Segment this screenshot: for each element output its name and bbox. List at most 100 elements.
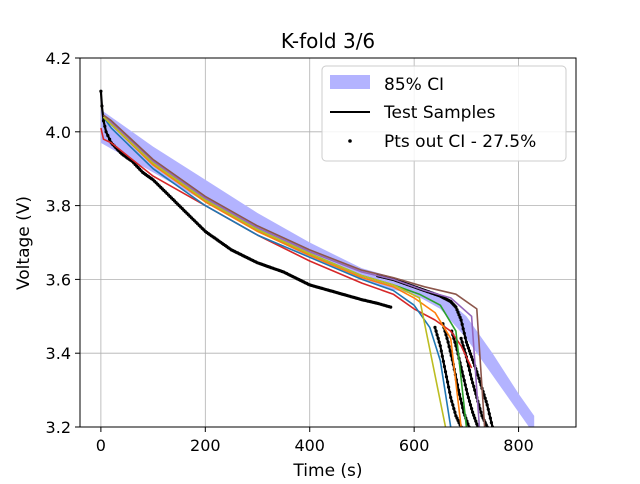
pt-out-ci <box>486 407 490 411</box>
ci-band <box>100 109 535 427</box>
legend-box <box>321 65 567 162</box>
pt-out-ci <box>464 340 468 344</box>
x-tick-label: 0 <box>96 436 106 455</box>
legend: 85% CI Test Samples Pts out CI - 27.5% <box>321 65 567 162</box>
pt-out-ci <box>462 331 466 335</box>
pt-out-ci <box>104 130 108 134</box>
pt-out-ci <box>465 392 469 396</box>
x-tick-label: 800 <box>503 436 534 455</box>
x-tick-label: 200 <box>190 436 221 455</box>
pt-out-ci <box>489 421 493 425</box>
pt-out-ci <box>460 401 464 405</box>
prediction-line <box>102 116 447 427</box>
pt-out-ci <box>470 355 474 359</box>
pt-out-ci <box>447 385 451 389</box>
pt-out-ci <box>468 352 473 356</box>
pt-out-ci <box>100 104 104 108</box>
pt-out-ci <box>457 313 461 317</box>
pt-out-ci <box>459 336 463 340</box>
pt-out-ci <box>459 397 463 401</box>
x-tick-label: 600 <box>399 436 430 455</box>
legend-test-samples-label: Test Samples <box>383 103 496 123</box>
pt-out-ci <box>446 380 450 384</box>
pt-out-ci <box>434 329 438 333</box>
pt-out-ci <box>472 384 476 388</box>
pt-out-ci <box>460 340 464 344</box>
legend-pts-out-ci-marker <box>348 139 352 143</box>
y-tick-label: 3.4 <box>46 344 71 363</box>
pt-out-ci <box>471 358 475 362</box>
pt-out-ci <box>463 336 467 340</box>
y-tick-label: 4.2 <box>46 49 71 68</box>
pt-out-ci <box>442 364 446 369</box>
y-tick-label: 3.2 <box>46 418 71 437</box>
pt-out-ci <box>475 422 479 426</box>
pt-out-ci <box>454 305 458 309</box>
pt-out-ci <box>470 377 474 381</box>
pt-out-ci <box>468 403 473 407</box>
y-tick-label: 3.6 <box>46 270 71 289</box>
pt-out-ci <box>444 333 448 337</box>
pt-out-ci <box>101 119 106 123</box>
pt-out-ci <box>467 368 472 372</box>
prediction-line <box>102 116 452 427</box>
pt-out-ci <box>484 399 488 404</box>
pt-out-ci <box>485 403 489 407</box>
pt-out-ci <box>466 364 470 368</box>
pt-out-ci <box>468 373 473 377</box>
pt-out-ci <box>103 124 107 128</box>
pt-out-ci <box>459 318 463 322</box>
y-tick-label: 4.0 <box>46 123 71 142</box>
pt-out-ci <box>483 396 487 400</box>
pt-out-ci <box>433 325 437 329</box>
pt-out-ci <box>472 413 476 417</box>
pt-out-ci <box>488 416 492 420</box>
pt-out-ci <box>460 322 464 326</box>
legend-ci-swatch <box>330 75 370 89</box>
pt-out-ci <box>458 392 462 397</box>
pt-out-ci <box>471 381 475 385</box>
y-tick-label: 3.8 <box>46 197 71 216</box>
pt-out-ci <box>477 376 481 380</box>
pt-out-ci <box>458 315 462 319</box>
pt-out-ci <box>466 346 470 350</box>
prediction-line <box>103 114 486 427</box>
pt-out-ci <box>445 336 449 340</box>
pt-out-ci <box>478 407 482 411</box>
pt-out-ci <box>467 349 472 353</box>
pt-out-ci <box>448 349 452 353</box>
pt-out-ci <box>473 388 477 392</box>
pt-out-ci <box>453 410 457 414</box>
pt-out-ci <box>461 374 465 378</box>
y-axis-ticks: 3.2 3.4 3.6 3.8 4.0 4.2 <box>46 49 80 437</box>
pt-out-ci <box>108 137 112 141</box>
pt-out-ci <box>99 89 103 93</box>
pt-out-ci <box>487 412 491 416</box>
pt-out-ci <box>444 375 449 379</box>
pt-out-ci <box>441 359 445 363</box>
pt-out-ci <box>440 354 444 358</box>
x-tick-label: 400 <box>294 436 325 455</box>
pt-out-ci <box>106 133 110 138</box>
axes-frame <box>79 57 577 428</box>
pt-out-ci <box>463 383 467 387</box>
pt-out-ci <box>461 327 465 331</box>
pt-out-ci <box>443 370 448 374</box>
prediction-line <box>103 116 481 427</box>
pt-out-ci <box>446 340 450 344</box>
pt-out-ci <box>474 419 478 423</box>
pt-out-ci <box>479 410 483 414</box>
pt-out-ci <box>464 387 468 391</box>
pt-out-ci <box>461 344 465 348</box>
prediction-line <box>102 116 462 427</box>
pt-out-ci <box>435 333 439 337</box>
pt-out-ci <box>455 308 459 312</box>
pt-out-ci <box>449 395 453 400</box>
pt-out-ci <box>456 310 460 314</box>
x-axis-label: Time (s) <box>292 461 362 480</box>
pt-out-ci <box>456 388 461 392</box>
pt-out-ci <box>465 343 469 347</box>
legend-ci-label: 85% CI <box>384 75 444 95</box>
x-axis-ticks: 0 200 400 600 800 <box>96 427 534 455</box>
